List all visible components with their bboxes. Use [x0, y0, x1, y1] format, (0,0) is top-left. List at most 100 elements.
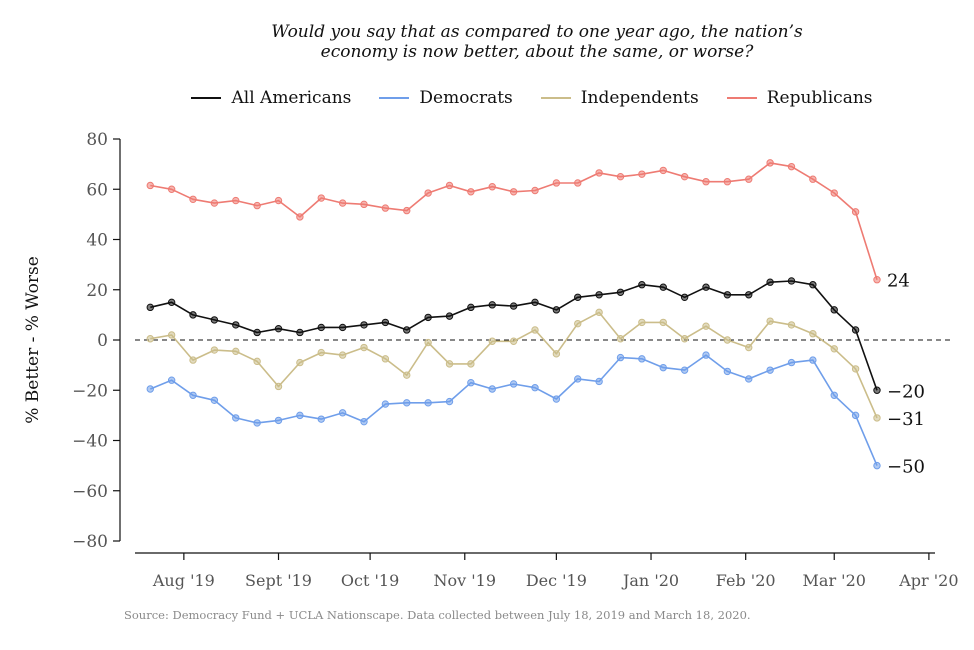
data-point-democrats — [595, 377, 603, 386]
end-label-republicans: 24 — [887, 271, 910, 292]
source-note: Source: Democracy Fund + UCLA Nationscap… — [124, 608, 751, 622]
x-tick-label: Sept '19 — [245, 571, 312, 590]
data-point-all-americans — [274, 324, 283, 333]
data-point-democrats — [638, 355, 646, 363]
data-point-republicans — [274, 196, 283, 205]
x-tick-label: Mar '20 — [803, 571, 866, 590]
data-point-democrats — [317, 415, 325, 423]
data-point-democrats — [509, 380, 518, 388]
data-point-independents — [274, 382, 283, 391]
data-point-republicans — [745, 175, 753, 183]
end-label-democrats: −50 — [887, 457, 925, 478]
data-point-independents — [531, 326, 539, 334]
chart-legend: All Americans Democrats Independents Rep… — [0, 88, 974, 108]
data-point-democrats — [210, 396, 219, 404]
end-label-independents: −31 — [887, 409, 925, 430]
data-point-independents — [574, 319, 582, 328]
data-point-republicans — [509, 188, 518, 196]
data-point-republicans — [296, 213, 304, 221]
data-point-republicans — [210, 199, 219, 207]
data-point-republicans — [531, 186, 539, 195]
y-tick-label: 20 — [86, 281, 108, 301]
legend-swatch-democrats — [379, 97, 410, 99]
data-point-democrats — [232, 414, 240, 422]
data-point-republicans — [723, 178, 732, 186]
data-point-democrats — [574, 375, 582, 383]
y-axis-title: % Better - % Worse — [23, 256, 43, 424]
data-point-republicans — [766, 159, 774, 167]
data-point-democrats — [274, 416, 283, 425]
data-point-republicans — [403, 206, 411, 215]
legend-item-all-americans: All Americans — [191, 88, 351, 108]
x-tick-label: Nov '19 — [434, 571, 497, 590]
data-point-democrats — [787, 358, 796, 367]
y-tick-label: 80 — [86, 130, 108, 150]
y-tick-label: −20 — [72, 381, 108, 401]
data-point-independents — [723, 336, 732, 344]
data-point-republicans — [702, 178, 710, 186]
data-point-republicans — [146, 181, 154, 190]
data-point-republicans — [445, 181, 454, 190]
data-point-independents — [403, 371, 411, 379]
data-point-democrats — [167, 376, 176, 384]
x-tick-label: Oct '19 — [341, 571, 399, 590]
data-point-independents — [381, 355, 390, 363]
data-point-democrats — [851, 411, 860, 420]
data-point-all-americans — [809, 281, 817, 289]
data-point-all-americans — [381, 318, 390, 327]
data-point-democrats — [552, 395, 561, 403]
data-point-democrats — [809, 356, 817, 364]
data-point-independents — [445, 360, 454, 368]
data-point-all-americans — [851, 326, 860, 334]
data-point-republicans — [424, 189, 432, 197]
series-line-republicans — [150, 162, 878, 280]
data-point-democrats — [189, 391, 197, 399]
data-point-independents — [210, 346, 219, 354]
data-point-republicans — [552, 179, 561, 187]
data-point-republicans — [189, 195, 197, 204]
data-point-republicans — [381, 204, 390, 212]
y-tick-label: 40 — [86, 231, 108, 251]
data-point-republicans — [659, 166, 667, 175]
data-point-independents — [595, 308, 603, 317]
data-point-independents — [232, 347, 240, 356]
data-point-all-americans — [680, 293, 689, 301]
data-point-republicans — [338, 199, 347, 207]
data-point-democrats — [338, 409, 347, 417]
data-point-democrats — [723, 367, 732, 376]
x-tick-label: Aug '19 — [152, 571, 215, 590]
data-point-democrats — [616, 353, 625, 362]
data-point-republicans — [830, 189, 838, 197]
y-tick-label: −40 — [72, 432, 108, 452]
data-point-democrats — [381, 400, 390, 408]
x-tick-label: Dec '19 — [526, 571, 587, 590]
data-point-republicans — [616, 172, 625, 181]
data-point-independents — [766, 317, 774, 325]
data-point-independents — [616, 335, 625, 343]
data-point-all-americans — [616, 288, 625, 296]
data-point-democrats — [873, 461, 881, 470]
data-point-democrats — [253, 419, 261, 427]
data-point-independents — [296, 358, 304, 367]
data-point-independents — [851, 365, 860, 373]
data-point-democrats — [531, 384, 539, 392]
data-point-independents — [809, 330, 817, 338]
data-point-republicans — [167, 185, 176, 193]
data-point-republicans — [253, 201, 261, 210]
data-point-independents — [638, 318, 646, 327]
data-point-independents — [253, 357, 261, 366]
y-tick-label: 60 — [86, 180, 108, 200]
legend-label-democrats: Democrats — [419, 88, 513, 108]
legend-swatch-all-americans — [191, 97, 222, 99]
data-point-republicans — [467, 188, 475, 196]
data-point-all-americans — [189, 311, 197, 319]
data-point-independents — [509, 337, 518, 345]
data-point-independents — [424, 338, 432, 347]
data-point-all-americans — [659, 283, 667, 291]
data-point-democrats — [445, 397, 454, 406]
data-point-democrats — [467, 379, 475, 387]
data-point-all-americans — [360, 321, 368, 329]
y-tick-label: 0 — [97, 331, 108, 351]
data-point-independents — [338, 351, 347, 359]
legend-item-republicans: Republicans — [726, 88, 873, 108]
